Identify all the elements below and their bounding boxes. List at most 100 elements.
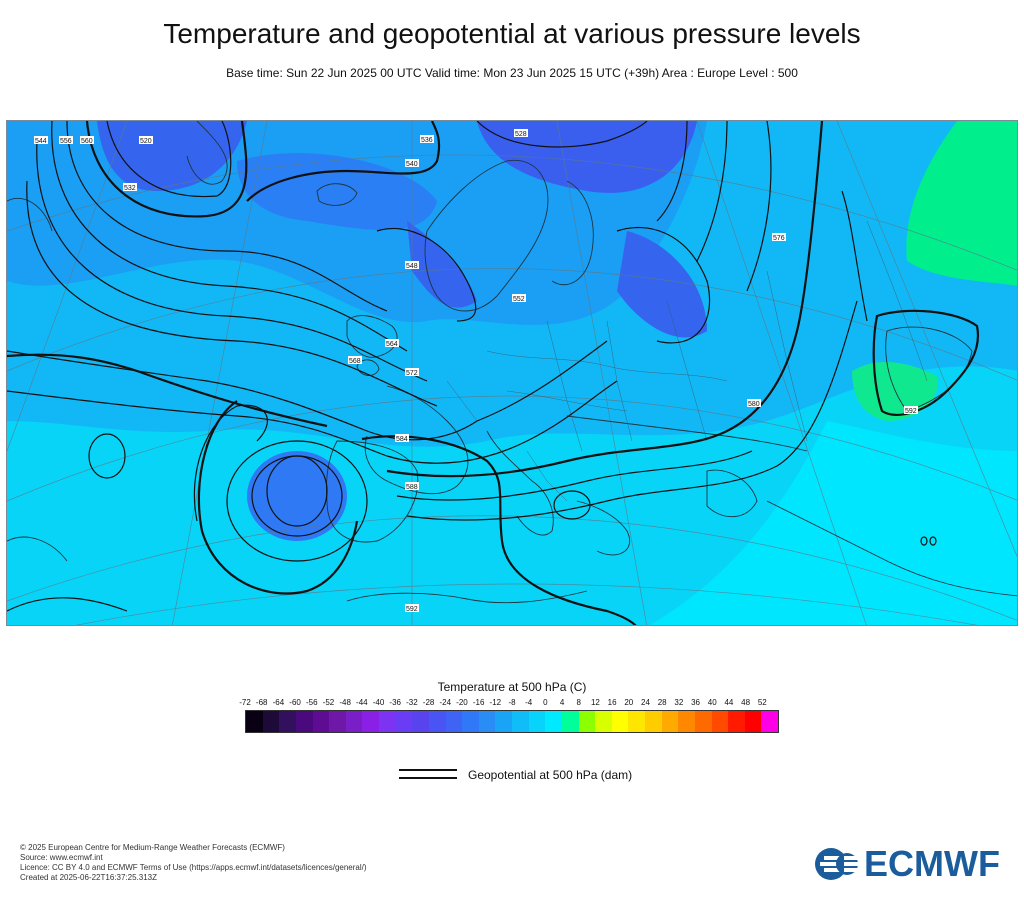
contour-label: 580 — [748, 401, 760, 408]
colorbar-swatch — [611, 711, 629, 732]
colorbar-swatch — [628, 711, 645, 732]
colorbar-tick-label: -60 — [289, 698, 301, 707]
colorbar-tick-label: -44 — [356, 698, 368, 707]
colorbar-tick-label: 36 — [691, 698, 701, 707]
contour-label: 548 — [406, 263, 418, 270]
colorbar-swatch — [395, 711, 413, 732]
ecmwf-logo: ECMWF — [814, 843, 1000, 884]
footer-licence: Licence: CC BY 4.0 and ECMWF Terms of Us… — [20, 863, 367, 872]
cutoff-low-atlantic — [247, 451, 347, 541]
cold-core-west — [97, 121, 247, 191]
colorbar-swatch — [428, 711, 446, 732]
colorbar-swatch — [728, 711, 745, 732]
colorbar-tick-label: 0 — [543, 698, 548, 707]
colorbar-tick-label: -24 — [439, 698, 452, 707]
contour-label: 572 — [406, 370, 418, 377]
temperature-legend-title: Temperature at 500 hPa (C) — [437, 680, 587, 694]
colorbar-tick-label: -52 — [322, 698, 335, 707]
contour-label: 532 — [124, 185, 136, 192]
graticule — [7, 121, 1017, 625]
contour-labels: 520 532 536 540 528 548 552 564 568 572 … — [34, 129, 918, 613]
map-title: Temperature and geopotential at various … — [163, 18, 861, 49]
colorbar-tick-label: -32 — [406, 698, 418, 707]
colorbar-tick-label: -48 — [339, 698, 351, 707]
colorbar-swatch — [645, 711, 662, 732]
country-borders — [446, 220, 928, 502]
geopotential-legend-label: Geopotential at 500 hPa (dam) — [468, 768, 633, 782]
colorbar-swatch — [578, 711, 596, 732]
contour-label: 564 — [386, 341, 398, 348]
cold-core-north — [477, 121, 697, 193]
ecmwf-logo-text: ECMWF — [864, 843, 1000, 884]
colorbar-swatch — [711, 711, 729, 732]
coastlines — [7, 121, 1017, 604]
colorbar-swatch — [279, 711, 296, 732]
colorbar-tick-label: 8 — [576, 698, 581, 707]
contour-label: 592 — [905, 408, 917, 415]
colorbar-swatch — [678, 711, 695, 732]
colorbar-swatch — [512, 711, 529, 732]
geopotential-legend-line — [399, 769, 457, 779]
colorbar-tick-label: 40 — [707, 698, 717, 707]
colorbar-tick-label: 24 — [641, 698, 650, 707]
cold-core-scandinavia — [407, 221, 477, 308]
footer-copyright: © 2025 European Centre for Medium-Range … — [20, 843, 285, 852]
footer: © 2025 European Centre for Medium-Range … — [20, 843, 367, 883]
contour-label: 556 — [60, 138, 72, 145]
colorbar-swatch — [661, 711, 679, 732]
footer-created: Created at 2025-06-22T16:37:25.313Z — [20, 873, 157, 882]
colorbar-tick-label: -64 — [272, 698, 285, 707]
colorbar-tick-label: 44 — [724, 698, 734, 707]
colorbar-swatch — [362, 711, 379, 732]
contour-label: 592 — [406, 606, 418, 613]
contour-label: 552 — [513, 296, 525, 303]
colorbar-tick-label: 12 — [590, 698, 600, 707]
colorbar-swatch — [329, 711, 346, 732]
temperature-colorbar — [245, 710, 779, 733]
weather-map[interactable]: 520 532 536 540 528 548 552 564 568 572 … — [6, 120, 1018, 626]
colorbar-tick-label: -16 — [472, 698, 485, 707]
cold-core-east — [617, 231, 707, 338]
colorbar-tick-label: 48 — [741, 698, 751, 707]
colorbar-swatch — [412, 711, 429, 732]
colorbar-swatch — [262, 711, 280, 732]
colorbar-swatch — [345, 711, 363, 732]
colorbar-swatch — [495, 711, 512, 732]
colorbar-tick-label: -12 — [489, 698, 502, 707]
contour-label: 540 — [406, 161, 418, 168]
colorbar-swatch — [761, 711, 778, 732]
colorbar-tick-label: -68 — [255, 698, 268, 707]
colorbar-tick-label: 32 — [674, 698, 684, 707]
contour-label: 576 — [773, 235, 785, 242]
contour-label: 528 — [515, 131, 527, 138]
colorbar-swatch — [561, 711, 579, 732]
colorbar-tick-label: 4 — [559, 698, 565, 707]
colorbar-tick-label: -72 — [239, 698, 251, 707]
contour-label: 536 — [421, 137, 433, 144]
contour-label: 568 — [349, 358, 361, 365]
colorbar-swatch — [595, 711, 612, 732]
warm-area-russia — [906, 121, 1017, 286]
colorbar-tick-label: 52 — [757, 698, 767, 707]
colorbar-tick-label: -4 — [525, 698, 533, 707]
colorbar-tick-label: -8 — [508, 698, 516, 707]
colorbar-swatch — [744, 711, 762, 732]
colorbar-tick-label: 20 — [624, 698, 634, 707]
colorbar-swatch — [694, 711, 712, 732]
colorbar-swatch — [246, 711, 263, 732]
colorbar-tick-label: -28 — [422, 698, 435, 707]
temperature-field-warm-south — [650, 421, 1017, 625]
colorbar-tick-label: -20 — [456, 698, 468, 707]
colorbar-swatch — [528, 711, 546, 732]
colorbar-swatch — [462, 711, 479, 732]
colorbar-swatch — [545, 711, 562, 732]
footer-source: Source: www.ecmwf.int — [20, 853, 103, 862]
colorbar-tick-label: -56 — [305, 698, 318, 707]
map-subtitle: Base time: Sun 22 Jun 2025 00 UTC Valid … — [226, 66, 798, 80]
colorbar-tick-label: 28 — [657, 698, 667, 707]
colorbar-tick-label: -36 — [389, 698, 401, 707]
colorbar-tick-label: -40 — [372, 698, 385, 707]
ecmwf-logo-icon — [815, 848, 860, 880]
colorbar-swatch — [478, 711, 496, 732]
contour-label: 588 — [406, 484, 418, 491]
